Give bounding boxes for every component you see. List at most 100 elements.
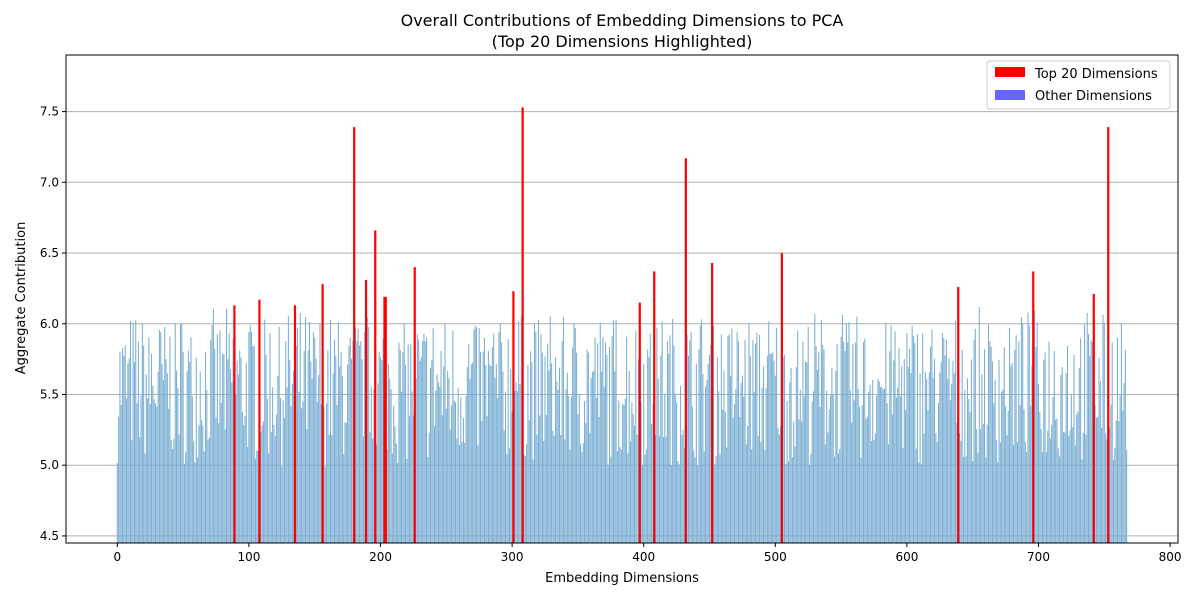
bar-other bbox=[424, 341, 426, 543]
bar-other bbox=[520, 316, 522, 543]
x-tick-label: 0 bbox=[114, 550, 122, 564]
bar-top bbox=[1092, 294, 1095, 543]
bar-other bbox=[158, 329, 160, 543]
bar-other bbox=[710, 344, 712, 543]
bar-other bbox=[655, 435, 657, 543]
bar-other bbox=[452, 330, 454, 543]
bar-other bbox=[1084, 324, 1086, 543]
bar-other bbox=[1055, 419, 1057, 543]
bar-other bbox=[541, 352, 543, 543]
bar-other bbox=[174, 323, 176, 543]
bar-other bbox=[316, 401, 318, 543]
bar-other bbox=[822, 345, 824, 543]
bar-other bbox=[256, 450, 258, 543]
bar-other bbox=[172, 449, 174, 543]
bar-other bbox=[910, 373, 912, 543]
bar-other bbox=[643, 363, 645, 543]
bar-other bbox=[960, 440, 962, 543]
bar-other bbox=[303, 350, 305, 543]
bar-other bbox=[985, 457, 987, 543]
bar-other bbox=[1110, 404, 1112, 543]
bar-other bbox=[648, 357, 650, 543]
bar-other bbox=[295, 345, 297, 543]
bar-other bbox=[783, 354, 786, 543]
bar-other bbox=[429, 367, 432, 543]
bar-top bbox=[413, 267, 416, 543]
bar-other bbox=[807, 326, 809, 543]
bar-other bbox=[569, 449, 571, 543]
bar-other bbox=[906, 332, 908, 543]
bar-other bbox=[297, 327, 299, 543]
bar-other bbox=[310, 361, 312, 543]
bar-other bbox=[572, 347, 574, 543]
bar-other bbox=[455, 402, 457, 543]
bar-other bbox=[1106, 439, 1108, 543]
bar-other bbox=[826, 390, 828, 543]
bar-other bbox=[327, 350, 329, 543]
bar-other bbox=[982, 424, 984, 543]
bar-other bbox=[169, 336, 171, 543]
bar-other bbox=[1043, 359, 1045, 543]
bar-other bbox=[926, 378, 928, 543]
bar-other bbox=[757, 435, 759, 543]
bar-other bbox=[1020, 317, 1022, 543]
bar-other bbox=[493, 333, 495, 543]
bar-other bbox=[354, 327, 357, 543]
bar-other bbox=[630, 441, 632, 543]
bar-other bbox=[647, 349, 649, 543]
bar-other bbox=[128, 358, 130, 543]
bar-other bbox=[677, 460, 679, 543]
bar-other bbox=[472, 362, 474, 543]
bar-other bbox=[360, 341, 362, 543]
bar-other bbox=[912, 335, 915, 543]
bar-other bbox=[986, 424, 988, 543]
bar-other bbox=[877, 378, 879, 543]
bar-other bbox=[1036, 322, 1038, 543]
bar-other bbox=[344, 422, 346, 543]
bar-other bbox=[1003, 347, 1005, 543]
bar-other bbox=[794, 446, 796, 543]
bar-other bbox=[223, 353, 225, 543]
bar-other bbox=[140, 395, 142, 543]
bar-other bbox=[720, 334, 722, 543]
bar-other bbox=[1070, 394, 1072, 543]
bar-other bbox=[465, 395, 467, 543]
bar-other bbox=[545, 414, 547, 543]
bar-other bbox=[670, 465, 672, 543]
bar-other bbox=[319, 323, 321, 543]
bar-other bbox=[498, 331, 500, 543]
bar-other bbox=[339, 366, 341, 543]
bar-other bbox=[562, 316, 564, 543]
bar-other bbox=[868, 392, 870, 543]
bar-other bbox=[652, 404, 654, 543]
bar-other bbox=[204, 352, 207, 543]
bar-other bbox=[939, 372, 941, 543]
bar-other bbox=[253, 345, 255, 543]
bar-other bbox=[860, 457, 862, 543]
bar-other bbox=[694, 457, 696, 543]
bar-other bbox=[777, 427, 779, 543]
bar-other bbox=[707, 363, 709, 543]
bar-other bbox=[610, 456, 612, 543]
bar-other bbox=[966, 378, 968, 543]
bar-other bbox=[787, 461, 789, 543]
bar-other bbox=[347, 364, 349, 543]
bar-other bbox=[352, 340, 354, 543]
bar-other bbox=[435, 390, 437, 543]
bar-other bbox=[968, 399, 970, 543]
bar-other bbox=[1030, 405, 1032, 543]
bar-other bbox=[486, 416, 488, 543]
bar-other bbox=[402, 352, 404, 543]
bar-top bbox=[293, 305, 297, 543]
bar-other bbox=[426, 337, 428, 543]
bar-other bbox=[661, 321, 663, 543]
bar-other bbox=[503, 430, 505, 543]
bar-other bbox=[780, 426, 782, 543]
bar-other bbox=[1065, 373, 1067, 543]
bar-other bbox=[844, 351, 846, 543]
bar-other bbox=[935, 433, 937, 543]
bar-other bbox=[1091, 342, 1093, 543]
bar-other bbox=[645, 449, 647, 543]
bar-other bbox=[772, 352, 774, 543]
bar-other bbox=[311, 378, 313, 543]
